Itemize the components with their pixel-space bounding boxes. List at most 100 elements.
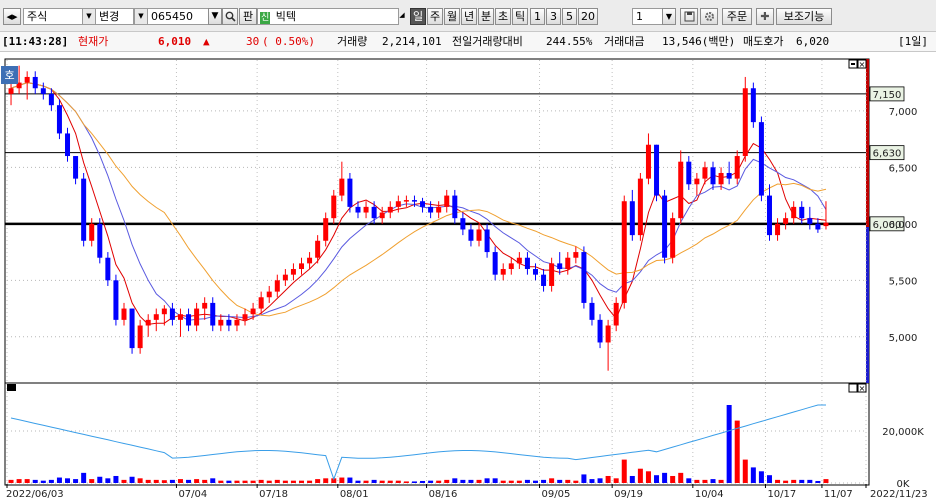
interval-button-2[interactable]: 5 — [562, 8, 577, 25]
volume-bar — [678, 472, 684, 483]
volume-tick-label: 0K — [897, 479, 910, 490]
volume-bar — [686, 478, 692, 483]
news-badge[interactable]: 신 — [260, 12, 271, 24]
search-dropdown-icon[interactable]: ▼ — [208, 8, 222, 25]
y-tick-label: 6,500 — [889, 163, 918, 174]
candle-body — [258, 297, 264, 309]
volume-bar — [315, 479, 321, 483]
volume-bar — [476, 479, 482, 483]
current-price: 6,010 — [158, 35, 192, 48]
volume-bar — [363, 480, 369, 483]
pan-button[interactable]: 판 — [239, 8, 257, 25]
chevron-down-icon[interactable]: ▼ — [83, 9, 96, 24]
candle-body — [315, 240, 321, 258]
crosshair-icon[interactable]: ✚ — [756, 8, 774, 25]
volume-minimize-icon[interactable] — [848, 383, 858, 393]
volume-bar — [323, 478, 329, 483]
magnifier-icon[interactable] — [222, 8, 238, 25]
volume-bar — [637, 468, 643, 483]
volume-pane-handle[interactable] — [7, 384, 16, 391]
gear-icon[interactable] — [700, 8, 718, 25]
candle-body — [654, 144, 660, 196]
candle-body — [726, 172, 732, 179]
indicator-button[interactable]: 보조기능 — [776, 8, 832, 25]
chart-area[interactable]: 7,150 6,630 6,000 7,000 6,500 6,000 5,500 5,00… — [0, 52, 936, 500]
candle-body — [662, 195, 668, 258]
candle-body — [460, 218, 466, 230]
volume-bar — [758, 471, 764, 483]
reference-line-label-box — [869, 216, 905, 232]
period-button-6[interactable]: 틱 — [512, 8, 528, 25]
volume-bar — [589, 479, 595, 483]
volume-bar — [40, 480, 46, 483]
volume-bar — [508, 480, 514, 483]
candle-body — [379, 212, 385, 219]
pane-close-icon[interactable] — [857, 59, 867, 69]
x-tick-label: 08/16 — [429, 489, 458, 499]
price-axis-bar-lower — [866, 227, 869, 383]
up-arrow-icon: ▲ — [203, 35, 210, 48]
stock-code-input[interactable]: ▼ 065450 — [134, 8, 222, 25]
period-button-2[interactable]: 월 — [444, 8, 460, 25]
x-tick-label: 07/04 — [178, 489, 207, 499]
candle-body — [65, 133, 71, 157]
volume-bar — [613, 478, 619, 483]
nav-arrows-icon[interactable]: ◂▸ — [3, 8, 21, 25]
period-button-1[interactable]: 주 — [427, 8, 443, 25]
period-button-0[interactable]: 일 — [410, 8, 426, 25]
candle-body — [500, 269, 506, 275]
change-select[interactable]: 변경 ▼ — [82, 8, 134, 25]
period-button-3[interactable]: 년 — [461, 8, 477, 25]
volume-bar — [460, 479, 466, 483]
period-button-4[interactable]: 분 — [478, 8, 494, 25]
stock-code-value: 065450 — [151, 10, 193, 23]
ask-label: 매도호가 — [743, 35, 784, 48]
volume-bar — [161, 480, 167, 483]
volume-bar — [524, 479, 530, 483]
volume-tick-label: 20,000K — [882, 427, 924, 438]
stock-name-field[interactable]: 신 빅텍 — [257, 8, 399, 25]
volume-bar — [581, 474, 587, 483]
candle-body — [476, 229, 482, 241]
volume-bar — [662, 472, 668, 483]
volume-bar — [670, 475, 676, 483]
price-chart[interactable]: 7,150 6,630 6,000 7,000 6,500 6,000 5,500 5,00… — [0, 52, 936, 500]
chevron-down-icon[interactable]: ▼ — [662, 8, 676, 25]
volume-bar — [8, 479, 14, 483]
volume-bar — [742, 459, 748, 483]
candle-body — [428, 206, 434, 213]
chevron-down-icon[interactable]: ▼ — [135, 9, 148, 24]
candle-body — [218, 319, 224, 326]
reference-line-label: 7,150 — [873, 90, 902, 101]
candle-body — [758, 122, 764, 196]
volume-bar — [452, 478, 458, 483]
period-button-5[interactable]: 초 — [495, 8, 511, 25]
volume-close-icon[interactable] — [857, 383, 867, 393]
candle-body — [807, 218, 813, 224]
candle-body — [89, 223, 95, 241]
volume-bar — [783, 480, 789, 483]
candle-body — [153, 314, 159, 320]
save-icon[interactable] — [680, 8, 698, 25]
volume-bar — [137, 478, 143, 483]
volume-bar — [573, 480, 579, 483]
order-button[interactable]: 주문 — [722, 8, 752, 25]
candle-body — [299, 263, 305, 270]
market-type-value: 주식 — [27, 10, 48, 23]
y-tick-label: 5,500 — [889, 276, 918, 287]
candle-body — [694, 178, 700, 185]
candle-body — [202, 302, 208, 309]
volume-bar — [621, 459, 627, 483]
x-tick-label: 10/17 — [767, 489, 796, 499]
volume-bar — [726, 405, 732, 483]
interval-button-1[interactable]: 3 — [546, 8, 561, 25]
volume-bar — [242, 480, 248, 483]
volume-bar — [411, 481, 417, 483]
interval-button-3[interactable]: 20 — [578, 8, 598, 25]
candle-body — [81, 178, 87, 241]
price-change-pct: ( 0.50%) — [262, 35, 315, 48]
pane-tag[interactable] — [1, 66, 18, 84]
volume-bar — [702, 479, 708, 483]
volume-bar — [218, 480, 224, 483]
interval-button-0[interactable]: 1 — [530, 8, 545, 25]
